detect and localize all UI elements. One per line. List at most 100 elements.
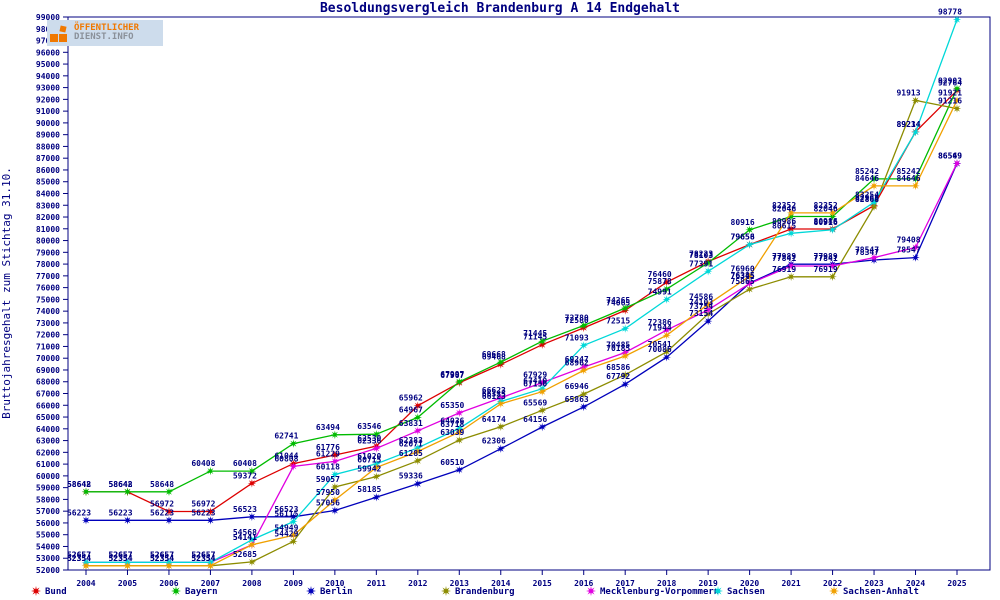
data-point-mecklenburg-vorpommern-2019[interactable] xyxy=(703,305,713,315)
data-point-mecklenburg-vorpommern-2020[interactable] xyxy=(745,279,754,288)
data-point-brandenburg-2010[interactable] xyxy=(330,482,340,492)
data-point-berlin-2014[interactable] xyxy=(496,444,505,453)
data-point-bayern-2009[interactable] xyxy=(289,439,298,448)
data-point-sachsen-2022[interactable] xyxy=(828,225,837,234)
data-point-bayern-2019[interactable] xyxy=(703,258,713,268)
data-point-sachsen-anhalt-2009[interactable] xyxy=(289,531,298,540)
data-point-brandenburg-2012[interactable] xyxy=(413,456,422,465)
data-point-brandenburg-2016[interactable] xyxy=(579,389,588,399)
data-point-sachsen-anhalt-2017[interactable] xyxy=(621,351,630,361)
data-point-brandenburg-2020[interactable] xyxy=(745,285,754,294)
data-point-sachsen-anhalt-2015[interactable] xyxy=(538,387,547,396)
data-point-sachsen-anhalt-2019[interactable] xyxy=(703,300,713,309)
data-point-bund-2018[interactable] xyxy=(662,278,671,287)
data-point-berlin-2006[interactable] xyxy=(164,516,174,525)
data-point-sachsen-anhalt-2014[interactable] xyxy=(496,399,505,408)
data-point-brandenburg-2022[interactable] xyxy=(828,272,837,281)
data-point-mecklenburg-vorpommern-2021[interactable] xyxy=(786,261,796,271)
data-point-berlin-2017[interactable] xyxy=(621,380,630,389)
data-point-bayern-2011[interactable] xyxy=(372,430,381,439)
site-logo[interactable]: ÖFFENTLICHER DIENST.INFO xyxy=(47,20,163,46)
data-point-bund-2010[interactable] xyxy=(330,450,340,460)
data-point-berlin-2007[interactable] xyxy=(206,516,215,525)
data-point-bayern-2013[interactable] xyxy=(455,377,464,386)
data-point-sachsen-2021[interactable] xyxy=(786,229,796,238)
data-point-sachsen-2009[interactable] xyxy=(289,517,298,526)
data-point-bund-2007[interactable] xyxy=(206,507,215,516)
data-point-sachsen-anhalt-2005[interactable] xyxy=(123,561,132,570)
data-point-sachsen-2023[interactable] xyxy=(869,198,879,207)
data-point-berlin-2004[interactable] xyxy=(81,516,91,525)
data-point-bayern-2008[interactable] xyxy=(247,466,257,476)
data-point-sachsen-2010[interactable] xyxy=(330,470,340,479)
data-point-sachsen-2016[interactable] xyxy=(579,341,588,350)
legend-item-sachsen-anhalt[interactable]: Sachsen-Anhalt xyxy=(829,586,919,597)
data-point-sachsen-anhalt-2018[interactable] xyxy=(662,331,671,340)
data-point-mecklenburg-vorpommern-2025[interactable] xyxy=(952,159,962,168)
data-point-mecklenburg-vorpommern-2023[interactable] xyxy=(869,253,879,262)
data-point-mecklenburg-vorpommern-2024[interactable] xyxy=(911,243,920,252)
data-point-sachsen-anhalt-2022[interactable] xyxy=(828,208,837,218)
data-point-bayern-2005[interactable] xyxy=(123,487,132,496)
data-point-bund-2008[interactable] xyxy=(247,479,257,488)
data-point-bayern-2006[interactable] xyxy=(164,487,174,496)
data-point-sachsen-anhalt-2013[interactable] xyxy=(455,427,464,437)
data-point-sachsen-2025[interactable] xyxy=(952,15,962,24)
data-point-berlin-2013[interactable] xyxy=(455,465,464,475)
data-point-bayern-2004[interactable] xyxy=(81,487,91,496)
data-point-sachsen-anhalt-2008[interactable] xyxy=(247,540,257,549)
data-point-sachsen-2017[interactable] xyxy=(621,324,630,333)
data-point-brandenburg-2017[interactable] xyxy=(621,370,630,379)
data-point-berlin-2024[interactable] xyxy=(911,253,920,262)
data-point-brandenburg-2009[interactable] xyxy=(289,537,298,546)
data-point-brandenburg-2023[interactable] xyxy=(869,202,879,211)
data-point-berlin-2016[interactable] xyxy=(579,402,588,412)
legend-item-berlin[interactable]: Berlin xyxy=(306,586,353,597)
data-point-bayern-2018[interactable] xyxy=(662,284,671,294)
data-point-sachsen-anhalt-2024[interactable] xyxy=(911,181,920,191)
data-point-sachsen-2008[interactable] xyxy=(247,535,257,544)
data-point-berlin-2012[interactable] xyxy=(413,479,422,488)
data-point-brandenburg-2013[interactable] xyxy=(455,435,464,445)
data-point-sachsen-anhalt-2016[interactable] xyxy=(579,366,588,375)
data-point-sachsen-anhalt-2011[interactable] xyxy=(372,463,381,472)
data-point-berlin-2011[interactable] xyxy=(372,493,381,502)
data-point-brandenburg-2024[interactable] xyxy=(911,96,920,105)
data-point-sachsen-anhalt-2004[interactable] xyxy=(81,561,91,570)
data-point-bayern-2015[interactable] xyxy=(538,337,547,346)
data-point-sachsen-anhalt-2021[interactable] xyxy=(786,208,796,218)
legend-item-bund[interactable]: Bund xyxy=(31,586,67,597)
data-point-mecklenburg-vorpommern-2015[interactable] xyxy=(538,378,547,387)
data-point-mecklenburg-vorpommern-2022[interactable] xyxy=(828,261,837,271)
data-point-mecklenburg-vorpommern-2010[interactable] xyxy=(330,457,340,466)
data-point-mecklenburg-vorpommern-2009[interactable] xyxy=(289,462,298,471)
legend-item-mecklenburg-vorpommern[interactable]: Mecklenburg-Vorpommern xyxy=(586,586,719,597)
data-point-sachsen-2019[interactable] xyxy=(703,267,713,276)
data-point-bayern-2007[interactable] xyxy=(206,466,215,476)
data-point-sachsen-anhalt-2020[interactable] xyxy=(745,272,754,281)
data-point-brandenburg-2021[interactable] xyxy=(786,272,796,281)
data-point-sachsen-anhalt-2023[interactable] xyxy=(869,181,879,191)
data-point-berlin-2005[interactable] xyxy=(123,516,132,525)
data-point-brandenburg-2018[interactable] xyxy=(662,347,671,356)
legend-item-sachsen[interactable]: Sachsen xyxy=(713,586,765,597)
data-point-bayern-2016[interactable] xyxy=(579,321,588,330)
data-point-bayern-2012[interactable] xyxy=(413,413,422,422)
legend-item-bayern[interactable]: Bayern xyxy=(171,586,218,597)
data-point-sachsen-2024[interactable] xyxy=(911,127,920,137)
data-point-sachsen-anhalt-2006[interactable] xyxy=(164,561,174,570)
data-point-mecklenburg-vorpommern-2011[interactable] xyxy=(372,444,381,453)
data-point-brandenburg-2025[interactable] xyxy=(952,104,962,113)
data-point-berlin-2018[interactable] xyxy=(662,353,671,362)
data-point-brandenburg-2008[interactable] xyxy=(247,557,257,567)
data-point-mecklenburg-vorpommern-2013[interactable] xyxy=(455,408,464,418)
data-point-berlin-2010[interactable] xyxy=(330,506,340,515)
data-point-sachsen-anhalt-2012[interactable] xyxy=(413,447,422,456)
legend-item-brandenburg[interactable]: Brandenburg xyxy=(441,586,515,597)
data-point-sachsen-anhalt-2007[interactable] xyxy=(206,561,215,570)
data-point-mecklenburg-vorpommern-2012[interactable] xyxy=(413,426,422,435)
data-point-brandenburg-2015[interactable] xyxy=(538,406,547,415)
data-point-mecklenburg-vorpommern-2018[interactable] xyxy=(662,325,671,335)
data-point-bayern-2014[interactable] xyxy=(496,357,505,367)
data-point-sachsen-2020[interactable] xyxy=(745,240,754,249)
